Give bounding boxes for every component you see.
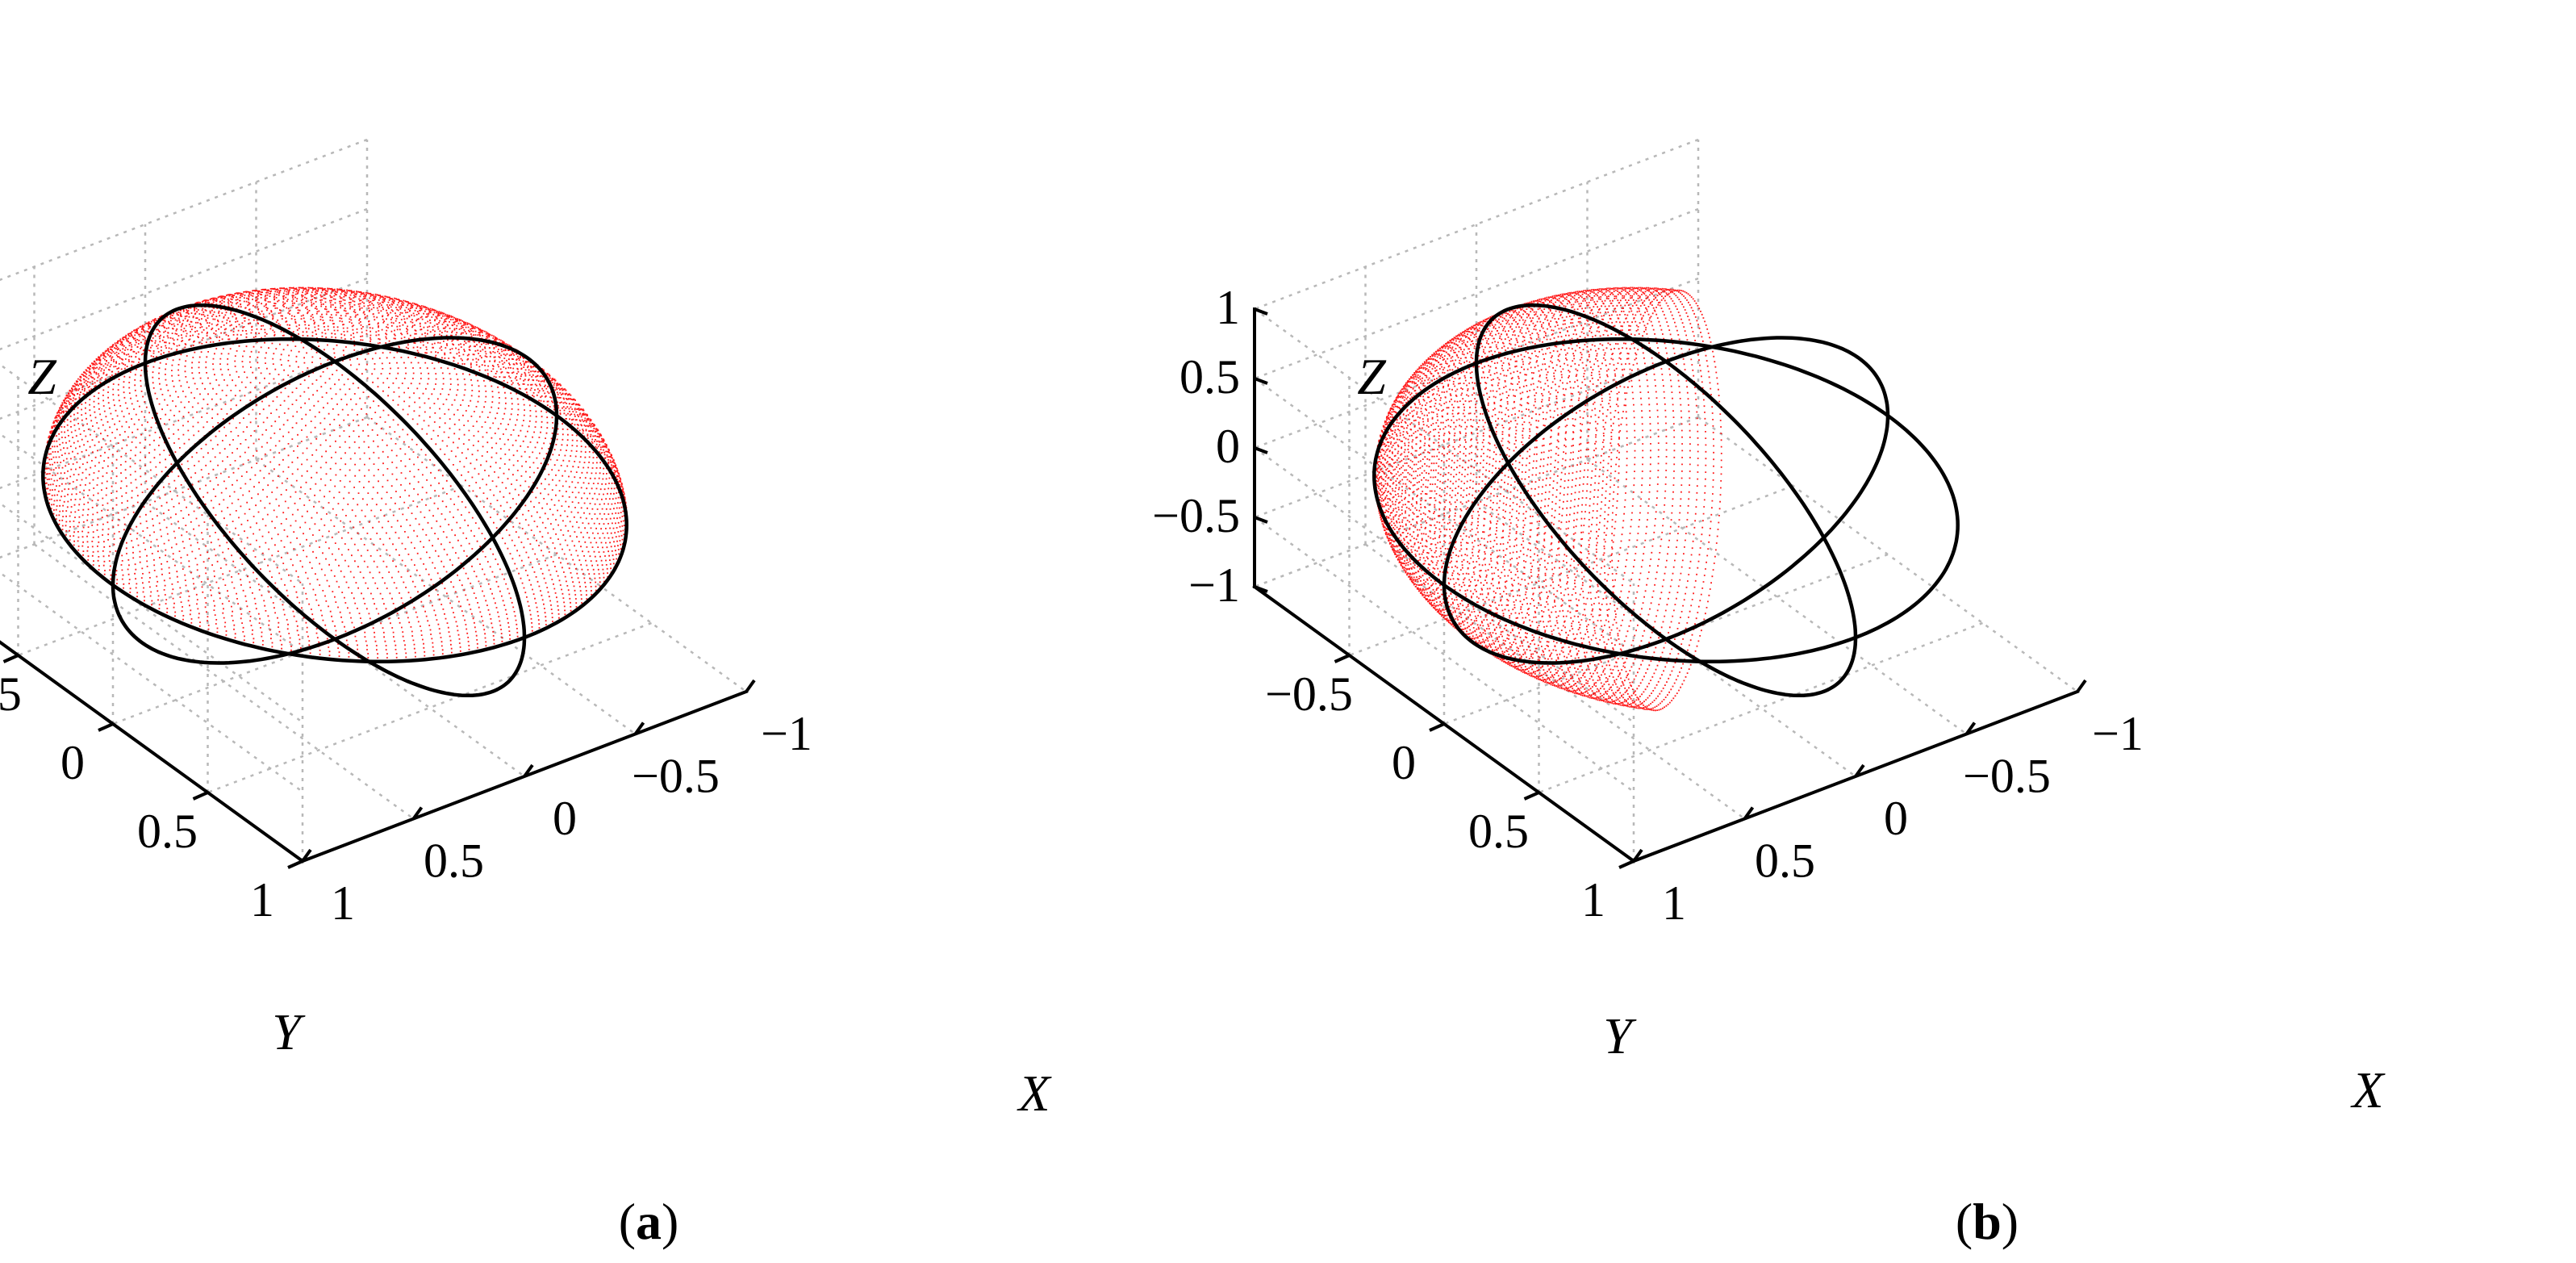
- x-tick: [1632, 848, 1643, 863]
- circle-loop-3: [111, 336, 559, 665]
- x-tick-label: 1: [331, 876, 355, 930]
- circle-loops-a: [41, 303, 628, 698]
- gridline: [0, 433, 303, 655]
- y-tick-label: 1: [1581, 873, 1605, 926]
- gridline: [207, 621, 652, 794]
- caption-a: (a): [619, 1193, 679, 1250]
- axes-panel-b: [1252, 307, 2087, 869]
- y-tick: [2, 654, 19, 663]
- x-tick-label: 0.5: [424, 834, 484, 888]
- x-tick: [1743, 806, 1755, 820]
- y-tick-label: 0.5: [137, 805, 198, 858]
- grid-panel-a: [0, 138, 747, 863]
- x-tick-label: −1: [2092, 707, 2144, 760]
- gridline: [0, 416, 368, 559]
- y-tick-label: 0: [61, 736, 85, 789]
- x-tick: [523, 763, 534, 778]
- x-tick: [2076, 679, 2087, 693]
- z-tick-label: 1: [1216, 281, 1240, 334]
- x-tick-label: 0.5: [1755, 834, 1815, 888]
- circle-loops-b: [1372, 303, 1960, 698]
- x-tick: [633, 721, 645, 735]
- gridline: [0, 416, 368, 559]
- gridline: [0, 138, 368, 282]
- caption-b-label: b: [1973, 1193, 2002, 1250]
- circle-loop-2: [1474, 303, 1858, 698]
- z-tick: [1254, 377, 1268, 385]
- x-tick: [301, 848, 312, 863]
- x-axis-label-a: X: [1016, 1064, 1052, 1122]
- panel-a: −1−0.500.51−0.500.51−1−0.500.51 Z Y X (a…: [0, 138, 1052, 1250]
- z-tick: [1254, 516, 1268, 524]
- z-tick-label: 0.5: [1179, 350, 1240, 404]
- x-tick-label: −0.5: [1963, 750, 2051, 803]
- y-tick-label: 0: [1392, 736, 1416, 789]
- surface-points: [1374, 286, 1722, 712]
- x-tick: [745, 679, 756, 693]
- z-tick-label: −1: [1188, 558, 1240, 612]
- z-tick: [1254, 585, 1268, 593]
- z-tick: [1254, 446, 1268, 454]
- axes-panel-a: [0, 640, 756, 869]
- z-tick-label: −0.5: [1152, 489, 1240, 542]
- hemisphere-surface-b: [1374, 286, 1722, 712]
- y-tick: [1618, 859, 1635, 869]
- x-tick-label: −0.5: [632, 750, 720, 803]
- caption-a-label: a: [636, 1193, 662, 1250]
- y-tick: [192, 791, 209, 801]
- circle-loop-3: [1442, 336, 1890, 665]
- y-axis-label-a: Y: [272, 1003, 306, 1060]
- x-tick: [411, 806, 424, 820]
- x-tick-label: −1: [761, 707, 812, 760]
- z-tick: [1254, 307, 1268, 316]
- circle-loop-2: [143, 303, 527, 698]
- y-tick: [287, 859, 303, 869]
- x-tick-label: 0: [553, 792, 577, 845]
- x-tick: [1854, 763, 1865, 778]
- caption-b: (b): [1956, 1193, 2019, 1250]
- x-axis-label-b: X: [2349, 1061, 2386, 1119]
- y-axis-label-b: Y: [1603, 1007, 1637, 1064]
- y-tick-label: −0.5: [0, 667, 22, 721]
- y-tick-label: 1: [250, 873, 274, 926]
- x-tick-label: 1: [1662, 876, 1686, 930]
- z-axis-label-b: Z: [1357, 348, 1387, 405]
- x-tick-label: 0: [1884, 792, 1908, 845]
- y-tick: [98, 722, 114, 732]
- y-tick: [1429, 722, 1445, 732]
- y-tick-label: −0.5: [1265, 667, 1353, 721]
- y-tick: [1523, 791, 1540, 801]
- y-tick: [1334, 654, 1351, 663]
- z-tick-label: 0: [1216, 420, 1240, 473]
- tick-labels-a: −1−0.500.51−0.500.51−1−0.500.51: [0, 667, 812, 930]
- z-axis-label-a: Z: [27, 348, 57, 405]
- panel-b: −1 −0.5 0 0.5 1 −0.5 0 0.5 1 −1 −0.5 0 0.5 1 Z Y X (b…: [1152, 138, 2386, 1250]
- tick-labels-b: −1 −0.5 0 0.5 1 −0.5 0 0.5 1 −1 −0.5 0 0.5 1: [1152, 281, 2144, 930]
- x-tick: [1964, 721, 1977, 735]
- y-tick-label: 0.5: [1468, 805, 1529, 858]
